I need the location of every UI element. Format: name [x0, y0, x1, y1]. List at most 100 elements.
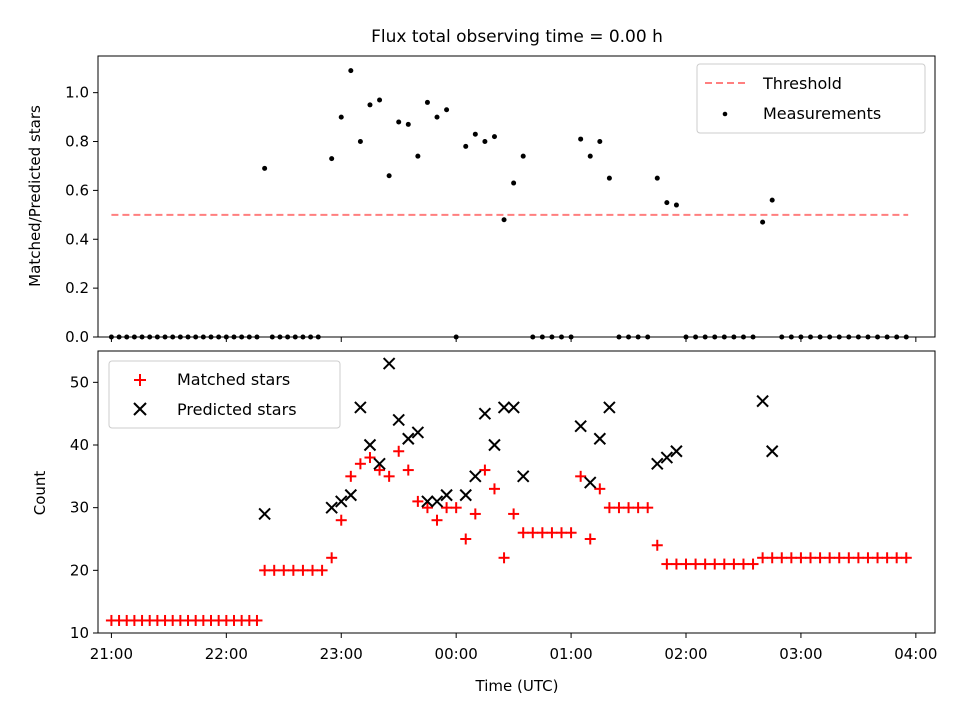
predicted-star-point [363, 438, 377, 452]
ratio-plot-legend-box [696, 63, 926, 134]
predicted-star-point [430, 495, 444, 508]
matched-star-point [556, 527, 568, 539]
matched-star-point [354, 458, 366, 470]
measurement-point [597, 139, 603, 145]
matched-star-point [584, 533, 596, 545]
matched-star-point [259, 564, 271, 576]
count-plot-frame [97, 350, 936, 634]
measurement-point [377, 97, 383, 103]
matched-star-point [565, 527, 577, 539]
measurement-point [491, 134, 497, 140]
predicted-star-point [670, 445, 683, 458]
matched-star-point [613, 502, 625, 514]
measurement-point [367, 102, 373, 108]
ratio-plot: 0.0 0.2 0.4 0.6 0.8 1.0 Matched/Predicted sta… [26, 55, 936, 346]
measurement-point [386, 173, 392, 179]
matched-star-point [517, 527, 529, 539]
x-tick-label: 02:00 [664, 645, 707, 663]
matched-star-point [824, 552, 836, 564]
measurement-point [444, 107, 450, 113]
y-tick-label: 30 [70, 499, 89, 517]
legend-predicted-label: Predicted stars [177, 400, 297, 419]
matched-star-point [900, 552, 912, 564]
matched-star-point [450, 502, 462, 514]
measurement-point [673, 202, 679, 208]
matched-star-point [326, 552, 338, 564]
predicted-star-point [421, 495, 434, 508]
y-tick-label: 50 [70, 373, 89, 391]
predicted-star-point [440, 488, 453, 502]
ratio-plot-legend: Threshold Measurements [696, 63, 926, 134]
predicted-star-point [574, 419, 587, 433]
measurement-point [396, 119, 402, 125]
predicted-star-point [258, 507, 271, 521]
measurement-point [520, 153, 526, 159]
figure-title: Flux total observing time = 0.00 h [371, 27, 663, 47]
count-plot-marks [105, 357, 912, 626]
y-tick-label: 0.4 [65, 230, 89, 248]
measurement-point [434, 114, 440, 120]
predicted-star-point [765, 445, 779, 458]
matched-star-point [345, 470, 357, 482]
matched-star-point [251, 614, 263, 626]
predicted-star-point [382, 357, 396, 370]
matched-star-point [287, 564, 299, 576]
matched-star-point [670, 558, 682, 570]
measurement-point [424, 99, 430, 105]
x-tick-label: 01:00 [549, 645, 592, 663]
legend-measurements-swatch [722, 111, 728, 117]
matched-star-point [709, 558, 721, 570]
count-plot-x-ticks: 21:00 22:00 23:00 00:00 01:00 02:00 03:00 04:00 [90, 633, 937, 663]
y-tick-label: 0.8 [65, 133, 89, 151]
predicted-star-point [392, 413, 405, 427]
matched-star-point [508, 508, 520, 520]
y-tick-label: 0.2 [65, 279, 89, 297]
matched-star-point [728, 558, 740, 570]
matched-star-point [307, 564, 319, 576]
predicted-star-point [660, 451, 674, 464]
matched-star-point [536, 527, 548, 539]
x-tick-label: 03:00 [779, 645, 822, 663]
ratio-plot-frame [97, 55, 936, 338]
predicted-star-point [497, 401, 511, 414]
matched-star-point [460, 533, 472, 545]
count-plot-y-ticks: 10 20 30 40 50 [70, 373, 98, 642]
predicted-star-point [459, 488, 472, 502]
predicted-star-point [584, 476, 597, 489]
matched-star-point [546, 527, 558, 539]
measurement-point [769, 197, 775, 203]
matched-star-point [431, 514, 443, 526]
x-tick-label: 22:00 [205, 645, 248, 663]
predicted-star-point [411, 426, 425, 439]
legend-matched-swatch [134, 374, 146, 386]
predicted-star-point [516, 470, 530, 483]
legend-threshold-label: Threshold [762, 74, 842, 93]
measurement-point [472, 131, 478, 137]
matched-star-point [757, 552, 769, 564]
predicted-star-point [507, 401, 520, 414]
count-plot-ylabel: Count [31, 471, 49, 516]
measurement-point [587, 153, 593, 159]
measurement-point [511, 180, 517, 186]
measurement-point [501, 217, 507, 223]
matched-star-point [498, 552, 510, 564]
predicted-star-point [402, 432, 415, 445]
measurement-point [578, 136, 584, 142]
x-tick-label: 04:00 [894, 645, 937, 663]
matched-star-point [651, 539, 663, 551]
matched-star-point [805, 552, 817, 564]
x-tick-label: 21:00 [90, 645, 133, 663]
matched-star-point [642, 502, 654, 514]
y-tick-label: 10 [70, 624, 89, 642]
matched-star-point [268, 564, 280, 576]
matched-star-point [412, 495, 424, 507]
matched-star-point [383, 470, 395, 482]
matched-star-point [527, 527, 539, 539]
matched-star-point [862, 552, 874, 564]
ratio-plot-x-ticks [110, 337, 917, 342]
matched-star-point [881, 552, 893, 564]
matched-star-point [699, 558, 711, 570]
matched-star-point [575, 470, 587, 482]
matched-star-point [623, 502, 635, 514]
predicted-star-point [478, 407, 492, 420]
